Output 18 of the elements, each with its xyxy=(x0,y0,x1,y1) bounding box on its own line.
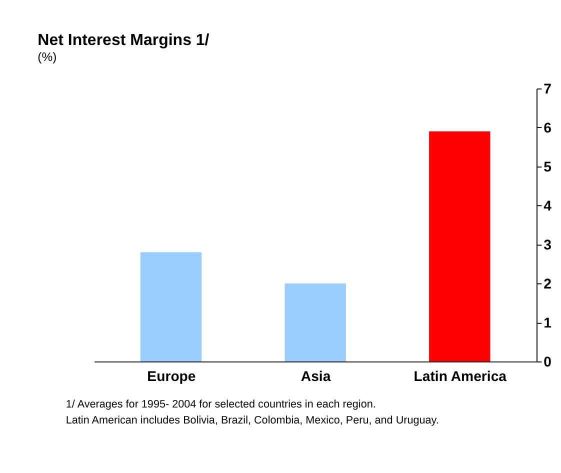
x-tick-label: Asia xyxy=(300,368,331,384)
y-tick-label: 6 xyxy=(544,120,552,136)
chart-title: Net Interest Margins 1/ xyxy=(38,32,210,50)
y-tick-label: 3 xyxy=(544,236,552,253)
chart-subtitle: (%) xyxy=(38,50,57,64)
y-tick-label: 7 xyxy=(544,80,552,97)
text: Latin American includes Bolivia, Brazil, Colombia, Mexico, Peru, and Uruguay. xyxy=(66,414,439,427)
x-tick-label: Latin America xyxy=(414,368,507,384)
text: 1/ Averages for 1995- 2004 for selected countries in each region. xyxy=(66,398,376,411)
bar xyxy=(284,283,346,362)
y-tick-label: 0 xyxy=(544,354,552,370)
y-tick-label: 1 xyxy=(544,314,552,331)
bar xyxy=(140,252,202,362)
y-tick-label: 4 xyxy=(544,198,552,214)
x-tick-label: Europe xyxy=(147,368,196,384)
y-tick-label: 5 xyxy=(544,158,552,175)
bar xyxy=(429,131,490,362)
y-tick-label: 2 xyxy=(544,276,552,292)
